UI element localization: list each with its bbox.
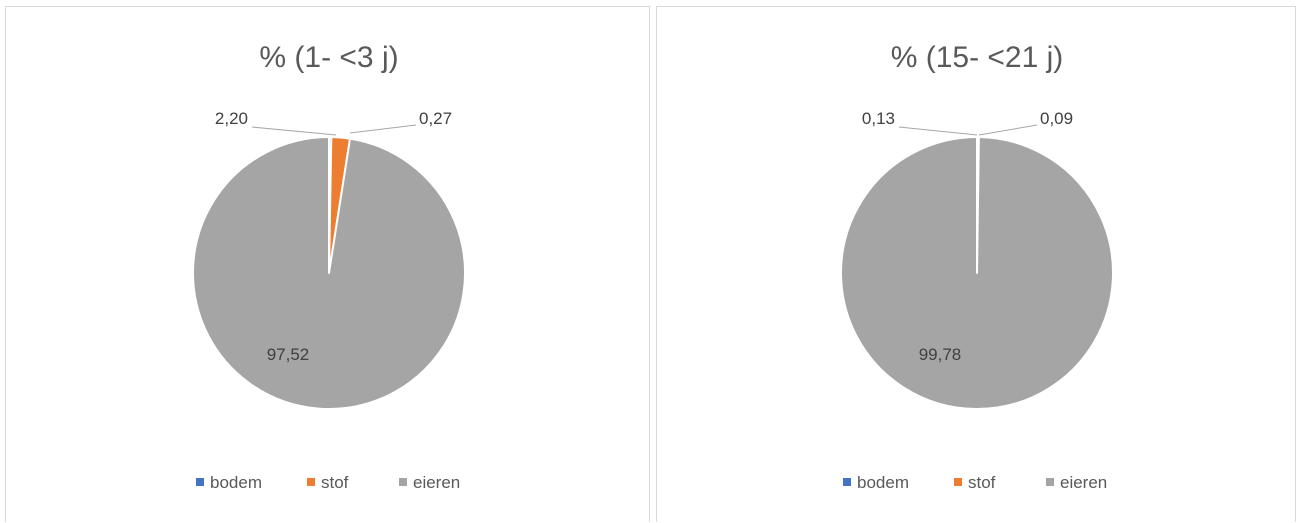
legend-swatch-eieren (1046, 478, 1054, 486)
legend-swatch-stof (307, 478, 315, 486)
legend-label-bodem: bodem (857, 473, 909, 492)
legend-swatch-stof (954, 478, 962, 486)
chart-panel-2: % (15- <21 j) 0,09 0,13 99,78 bodem stof eiere… (656, 6, 1296, 522)
legend-swatch-bodem (843, 478, 851, 486)
legend-label-eieren: eieren (413, 473, 460, 492)
pie-chart-2: % (15- <21 j) 0,09 0,13 99,78 bodem stof eiere… (840, 41, 1114, 492)
pie-chart-1: % (1- <3 j) 0,27 2,20 97,52 bodem stof eieren (192, 41, 466, 492)
chart-panel-1: % (1- <3 j) 0,27 2,20 97,52 bodem stof eieren (5, 6, 650, 522)
data-label-eieren: 99,78 (919, 345, 962, 364)
chart-title: % (15- <21 j) (891, 41, 1064, 74)
data-label-bodem: 0,27 (419, 109, 452, 128)
legend-label-stof: stof (968, 473, 996, 492)
legend-label-stof: stof (321, 473, 349, 492)
legend-swatch-eieren (399, 478, 407, 486)
pie-slice-eieren (840, 136, 1114, 410)
data-label-stof: 0,13 (862, 109, 895, 128)
data-label-bodem: 0,09 (1040, 109, 1073, 128)
pie-slice-eieren (192, 136, 466, 410)
leader-line (251, 126, 337, 136)
leader-line (978, 124, 1038, 136)
data-label-stof: 2,20 (215, 109, 248, 128)
chart-title: % (1- <3 j) (259, 41, 398, 74)
legend-swatch-bodem (196, 478, 204, 486)
legend-label-bodem: bodem (210, 473, 262, 492)
legend-label-eieren: eieren (1060, 473, 1107, 492)
leader-line (898, 126, 978, 136)
leader-line (349, 124, 417, 134)
data-label-eieren: 97,52 (267, 345, 310, 364)
